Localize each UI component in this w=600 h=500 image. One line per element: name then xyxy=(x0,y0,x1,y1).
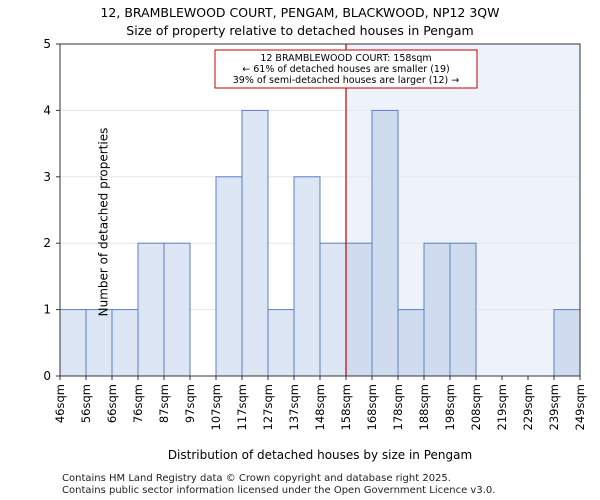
x-tick-label: 239sqm xyxy=(547,384,561,430)
y-tick-label: 4 xyxy=(43,103,51,117)
bar-76sqm xyxy=(137,242,165,377)
x-tick-label: 219sqm xyxy=(495,384,509,430)
x-tick-label: 46sqm xyxy=(53,384,67,423)
x-tick-label: 56sqm xyxy=(79,384,93,423)
y-tick-label: 2 xyxy=(43,236,51,250)
x-tick-label: 148sqm xyxy=(313,384,327,430)
bar-239sqm xyxy=(553,309,581,377)
annotation-line-1: 12 BRAMBLEWOOD COURT: 158sqm xyxy=(260,53,431,64)
bar-198sqm xyxy=(449,242,477,377)
x-tick-label: 137sqm xyxy=(287,384,301,430)
bar-46sqm xyxy=(59,309,87,377)
bar-107sqm xyxy=(215,176,243,377)
bar-66sqm xyxy=(111,309,139,377)
x-axis-ticks: 46sqm 56sqm 66sqm 76sqm 87sqm 97sqm 107sqm 117s… xyxy=(53,376,587,430)
bar-56sqm xyxy=(85,309,113,377)
x-tick-label: 249sqm xyxy=(573,384,587,430)
bar-178sqm xyxy=(397,309,425,377)
y-tick-label: 3 xyxy=(43,170,51,184)
bar-158sqm xyxy=(345,242,373,377)
annotation-line-2: ← 61% of detached houses are smaller (19… xyxy=(242,64,449,75)
x-tick-label: 158sqm xyxy=(339,384,353,430)
bar-127sqm xyxy=(267,309,295,377)
x-tick-label: 178sqm xyxy=(391,384,405,430)
x-tick-label: 97sqm xyxy=(183,384,197,423)
footer-line-1: Contains HM Land Registry data © Crown c… xyxy=(62,473,451,484)
x-tick-label: 198sqm xyxy=(443,384,457,430)
bars xyxy=(59,109,581,377)
bar-168sqm xyxy=(371,109,399,377)
annotation: 12 BRAMBLEWOOD COURT: 158sqm ← 61% of de… xyxy=(214,49,478,89)
y-tick-label: 1 xyxy=(43,303,51,317)
bar-188sqm xyxy=(423,242,451,377)
x-tick-label: 127sqm xyxy=(261,384,275,430)
x-tick-label: 208sqm xyxy=(469,384,483,430)
x-tick-label: 76sqm xyxy=(131,384,145,423)
x-tick-label: 168sqm xyxy=(365,384,379,430)
chart-title: 12, BRAMBLEWOOD COURT, PENGAM, BLACKWOOD… xyxy=(100,5,500,20)
x-tick-label: 66sqm xyxy=(105,384,119,423)
annotation-box xyxy=(214,49,478,89)
x-tick-label: 188sqm xyxy=(417,384,431,430)
x-axis-label: Distribution of detached houses by size … xyxy=(168,448,472,462)
x-tick-label: 87sqm xyxy=(157,384,171,423)
x-tick-label: 229sqm xyxy=(521,384,535,430)
annotation-line-3: 39% of semi-detached houses are larger (… xyxy=(233,75,460,86)
footer-line-2: Contains public sector information licen… xyxy=(62,485,496,496)
x-tick-label: 117sqm xyxy=(235,384,249,430)
y-axis-label: Number of detached properties xyxy=(96,127,111,317)
bar-137sqm xyxy=(293,176,321,377)
y-axis-ticks: 0 1 2 3 4 5 xyxy=(43,37,60,383)
y-tick-label: 0 xyxy=(43,369,51,383)
bar-117sqm xyxy=(241,109,269,377)
chart-subtitle: Size of property relative to detached ho… xyxy=(126,23,474,38)
bar-148sqm xyxy=(319,242,347,377)
y-tick-label: 5 xyxy=(43,37,51,51)
bar-87sqm xyxy=(163,242,191,377)
x-tick-label: 107sqm xyxy=(209,384,223,430)
